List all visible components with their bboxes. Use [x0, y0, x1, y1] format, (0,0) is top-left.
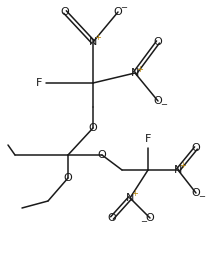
Text: N: N — [126, 193, 134, 203]
Text: −: − — [160, 100, 168, 109]
Text: O: O — [154, 96, 162, 106]
Text: O: O — [114, 7, 122, 17]
Text: +: + — [132, 189, 138, 198]
Text: N: N — [174, 165, 182, 175]
Text: −: − — [141, 218, 147, 227]
Text: O: O — [64, 173, 72, 183]
Text: +: + — [180, 162, 186, 171]
Text: O: O — [98, 150, 106, 160]
Text: O: O — [61, 7, 69, 17]
Text: O: O — [146, 213, 154, 223]
Text: F: F — [36, 78, 42, 88]
Text: +: + — [137, 64, 143, 73]
Text: O: O — [108, 213, 116, 223]
Text: O: O — [192, 188, 200, 198]
Text: N: N — [131, 68, 139, 78]
Text: +: + — [95, 34, 101, 43]
Text: O: O — [154, 37, 162, 47]
Text: −: − — [120, 4, 128, 13]
Text: F: F — [145, 134, 151, 144]
Text: O: O — [192, 143, 200, 153]
Text: N: N — [89, 37, 97, 47]
Text: O: O — [89, 123, 97, 133]
Text: −: − — [199, 192, 205, 201]
